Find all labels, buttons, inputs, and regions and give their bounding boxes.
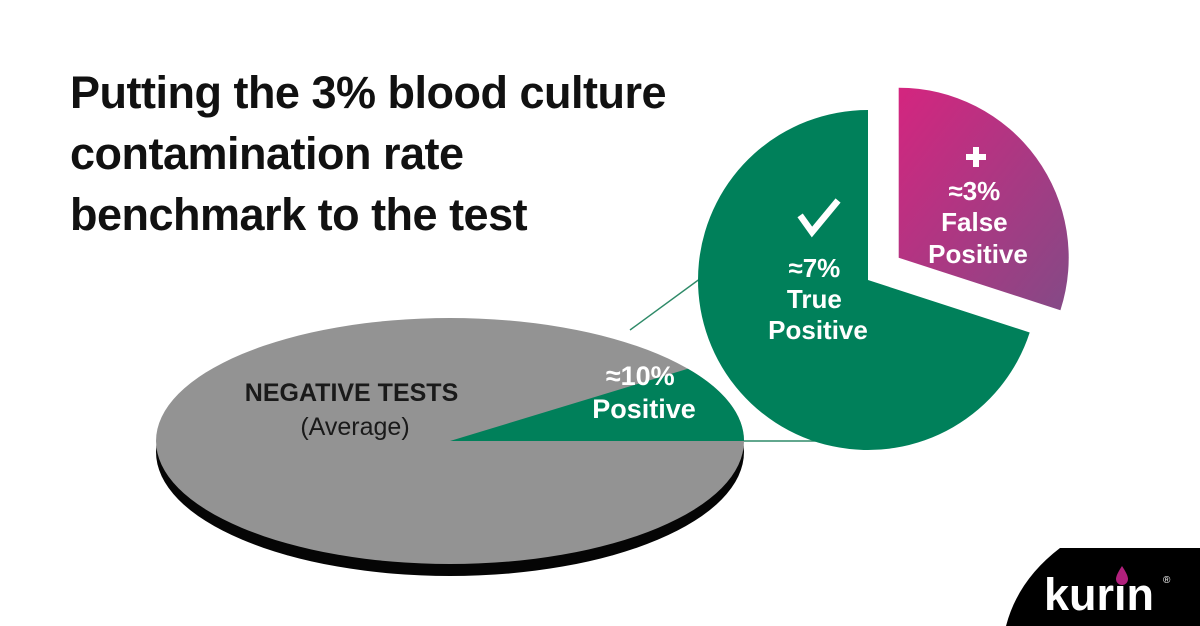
false-positive-label: ≈3% False Positive	[928, 176, 1028, 269]
false-positive-name-1: False	[941, 207, 1008, 237]
true-positive-name-1: True	[787, 284, 842, 314]
negative-label-line-2: (Average)	[300, 413, 409, 441]
positive-slice-label: ≈10% Positive	[592, 361, 696, 424]
kurin-logo[interactable]: kurin ®	[1006, 548, 1200, 626]
false-positive-name-2: Positive	[928, 239, 1028, 269]
title-line-1: Putting the 3% blood culture	[70, 67, 666, 118]
positive-label-name: Positive	[592, 394, 696, 424]
false-positive-value: ≈3%	[948, 176, 1000, 206]
title-line-2: contamination rate	[70, 128, 464, 179]
negative-slice-label: NEGATIVE TESTS (Average)	[245, 379, 465, 441]
positive-slice	[450, 368, 744, 441]
title-line-3: benchmark to the test	[70, 189, 528, 240]
true-positive-label: ≈7% True Positive	[768, 253, 868, 345]
logo-wordmark: kurin	[1044, 569, 1154, 620]
logo-registered-mark: ®	[1163, 575, 1171, 586]
true-positive-value: ≈7%	[788, 253, 840, 283]
positive-label-value: ≈10%	[606, 361, 675, 391]
false-positive-slice	[898, 87, 1069, 311]
chart-title: Putting the 3% blood culture contaminati…	[70, 62, 750, 245]
logo-droplet-icon	[1116, 566, 1128, 585]
plus-icon	[966, 147, 986, 167]
negative-label-line-1: NEGATIVE TESTS	[245, 379, 458, 407]
checkmark-icon	[797, 198, 841, 238]
logo-badge	[1006, 548, 1200, 626]
true-positive-slice	[698, 110, 1030, 450]
true-positive-name-2: Positive	[768, 315, 868, 345]
